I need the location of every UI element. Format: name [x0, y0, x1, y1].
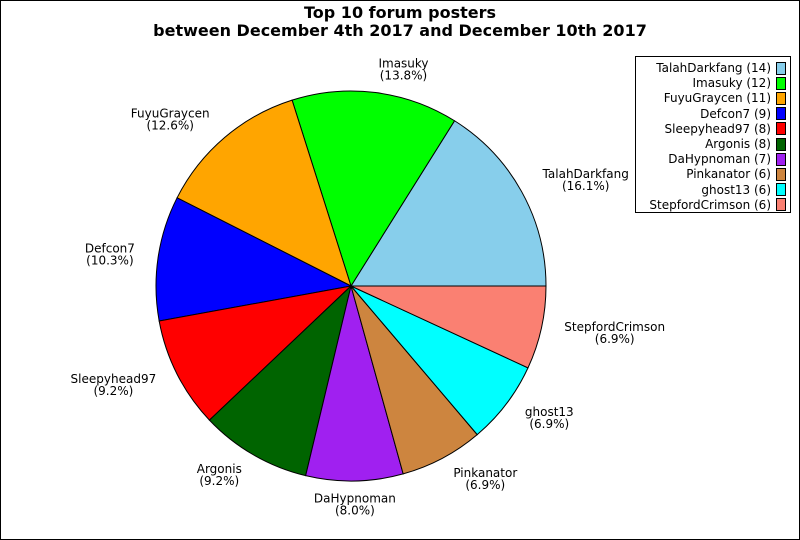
legend-label: Argonis (8)	[705, 137, 771, 151]
pie-slice-stepfordcrimson	[350, 285, 547, 369]
slice-label-stepfordcrimson: StepfordCrimson (6.9%)	[564, 320, 665, 346]
slice-label-pinkanator: Pinkanator (6.9%)	[453, 466, 517, 492]
legend-item-pinkanator: Pinkanator (6)	[686, 166, 786, 182]
legend-item-ghost13: ghost13 (6)	[701, 182, 786, 198]
legend-item-sleepyhead97: Sleepyhead97 (8)	[665, 121, 786, 137]
chart-legend: TalahDarkfang (14) Imasuky (12) FuyuGrayce…	[635, 56, 791, 213]
legend-label: Pinkanator (6)	[686, 167, 771, 182]
legend-swatch	[776, 152, 786, 166]
chart-title: Top 10 forum posters	[304, 3, 496, 22]
slice-label-ghost13: ghost13 (6.9%)	[525, 405, 574, 431]
legend-swatch	[776, 122, 786, 136]
legend-item-stepfordcrimson: StepfordCrimson (6)	[649, 197, 786, 213]
legend-label: Sleepyhead97 (8)	[664, 121, 771, 136]
legend-item-argonis: Argonis (8)	[705, 136, 786, 152]
legend-item-dahypnoman: DaHypnoman (7)	[668, 151, 786, 167]
pie-slice-fuyugraycen	[176, 99, 352, 287]
legend-label: Defcon7 (9)	[700, 106, 771, 121]
pie-slice-imasuky	[291, 90, 456, 288]
pie-slice-talahdarkfang	[350, 120, 547, 287]
legend-swatch	[776, 198, 786, 212]
legend-label: TalahDarkfang (14)	[656, 61, 771, 75]
slice-label-fuyugraycen: FuyuGraycen (12.6%)	[131, 107, 210, 133]
legend-item-talahdarkfang: TalahDarkfang (14)	[656, 60, 786, 76]
legend-swatch	[776, 183, 786, 197]
slice-label-imasuky: Imasuky (13.8%)	[378, 56, 428, 82]
legend-item-imasuky: Imasuky (12)	[692, 75, 786, 91]
legend-swatch	[776, 167, 786, 181]
legend-label: DaHypnoman (7)	[668, 152, 771, 167]
legend-label: StepfordCrimson (6)	[649, 197, 771, 212]
legend-label: FuyuGraycen (11)	[663, 91, 771, 106]
legend-swatch	[776, 137, 786, 151]
pie-slice-argonis	[208, 284, 352, 477]
legend-item-fuyugraycen: FuyuGraycen (11)	[664, 90, 786, 106]
pie-slice-defcon7	[155, 197, 353, 322]
slice-label-dahypnoman: DaHypnoman (8.0%)	[314, 491, 396, 517]
slice-label-talahdarkfang: TalahDarkfang (16.1%)	[542, 167, 629, 193]
pie-slice-dahypnoman	[305, 284, 404, 482]
legend-label: Imasuky (12)	[692, 76, 771, 91]
chart-subtitle: between December 4th 2017 and December 1…	[153, 21, 647, 40]
slice-label-defcon7: Defcon7 (10.3%)	[85, 242, 135, 268]
slice-label-argonis: Argonis (9.2%)	[197, 462, 242, 488]
legend-label: ghost13 (6)	[701, 182, 771, 197]
legend-swatch	[776, 76, 786, 90]
legend-item-defcon7: Defcon7 (9)	[700, 106, 786, 122]
legend-swatch	[776, 107, 786, 121]
legend-swatch	[776, 91, 786, 105]
slice-label-sleepyhead97: Sleepyhead97 (9.2%)	[71, 372, 157, 398]
pie-slice-sleepyhead97	[158, 285, 353, 421]
legend-swatch	[776, 61, 786, 75]
